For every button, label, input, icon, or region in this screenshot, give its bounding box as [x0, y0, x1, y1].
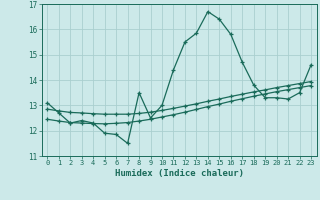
X-axis label: Humidex (Indice chaleur): Humidex (Indice chaleur) [115, 169, 244, 178]
